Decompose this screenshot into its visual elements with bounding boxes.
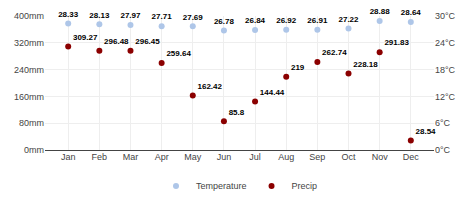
svg-text:Oct: Oct <box>342 152 357 162</box>
svg-text:28.33: 28.33 <box>58 10 79 19</box>
svg-text:160mm: 160mm <box>14 92 44 102</box>
svg-text:28.88: 28.88 <box>370 7 391 16</box>
svg-text:240mm: 240mm <box>14 65 44 75</box>
svg-text:Sep: Sep <box>309 152 325 162</box>
svg-text:80mm: 80mm <box>19 118 44 128</box>
svg-text:26.78: 26.78 <box>214 17 235 26</box>
svg-text:0°C: 0°C <box>435 145 451 155</box>
svg-text:27.69: 27.69 <box>183 13 204 22</box>
svg-text:291.83: 291.83 <box>384 38 409 47</box>
svg-text:27.22: 27.22 <box>338 15 359 24</box>
svg-text:May: May <box>184 152 202 162</box>
svg-text:219: 219 <box>291 63 305 72</box>
svg-text:18°C: 18°C <box>435 65 456 75</box>
svg-text:320mm: 320mm <box>14 38 44 48</box>
svg-text:144.44: 144.44 <box>260 88 285 97</box>
svg-text:262.74: 262.74 <box>322 48 347 57</box>
svg-text:Temperature: Temperature <box>196 181 247 191</box>
svg-text:27.97: 27.97 <box>120 11 141 20</box>
svg-text:27.71: 27.71 <box>152 12 173 21</box>
svg-text:12°C: 12°C <box>435 92 456 102</box>
svg-text:6°C: 6°C <box>435 118 451 128</box>
svg-text:162.42: 162.42 <box>198 82 223 91</box>
svg-text:259.64: 259.64 <box>166 49 191 58</box>
svg-text:26.91: 26.91 <box>307 16 328 25</box>
svg-text:28.64: 28.64 <box>401 8 422 17</box>
svg-text:Jun: Jun <box>217 152 232 162</box>
svg-text:Apr: Apr <box>155 152 169 162</box>
svg-text:Jan: Jan <box>61 152 76 162</box>
svg-text:Precip: Precip <box>292 181 318 191</box>
svg-text:Jul: Jul <box>249 152 261 162</box>
svg-text:26.84: 26.84 <box>245 16 266 25</box>
svg-text:28.54: 28.54 <box>416 127 437 136</box>
svg-text:24°C: 24°C <box>435 38 456 48</box>
svg-text:228.18: 228.18 <box>353 60 378 69</box>
svg-text:309.27: 309.27 <box>73 33 98 42</box>
svg-text:296.45: 296.45 <box>135 37 160 46</box>
svg-text:296.48: 296.48 <box>104 37 129 46</box>
svg-text:26.92: 26.92 <box>276 16 297 25</box>
svg-text:Mar: Mar <box>123 152 139 162</box>
svg-text:Nov: Nov <box>372 152 389 162</box>
svg-text:Dec: Dec <box>403 152 420 162</box>
svg-text:0mm: 0mm <box>24 145 44 155</box>
svg-text:Aug: Aug <box>278 152 294 162</box>
svg-text:30°C: 30°C <box>435 11 456 21</box>
svg-text:Feb: Feb <box>92 152 108 162</box>
svg-text:85.8: 85.8 <box>229 108 245 117</box>
svg-text:28.13: 28.13 <box>89 11 110 20</box>
svg-text:400mm: 400mm <box>14 11 44 21</box>
